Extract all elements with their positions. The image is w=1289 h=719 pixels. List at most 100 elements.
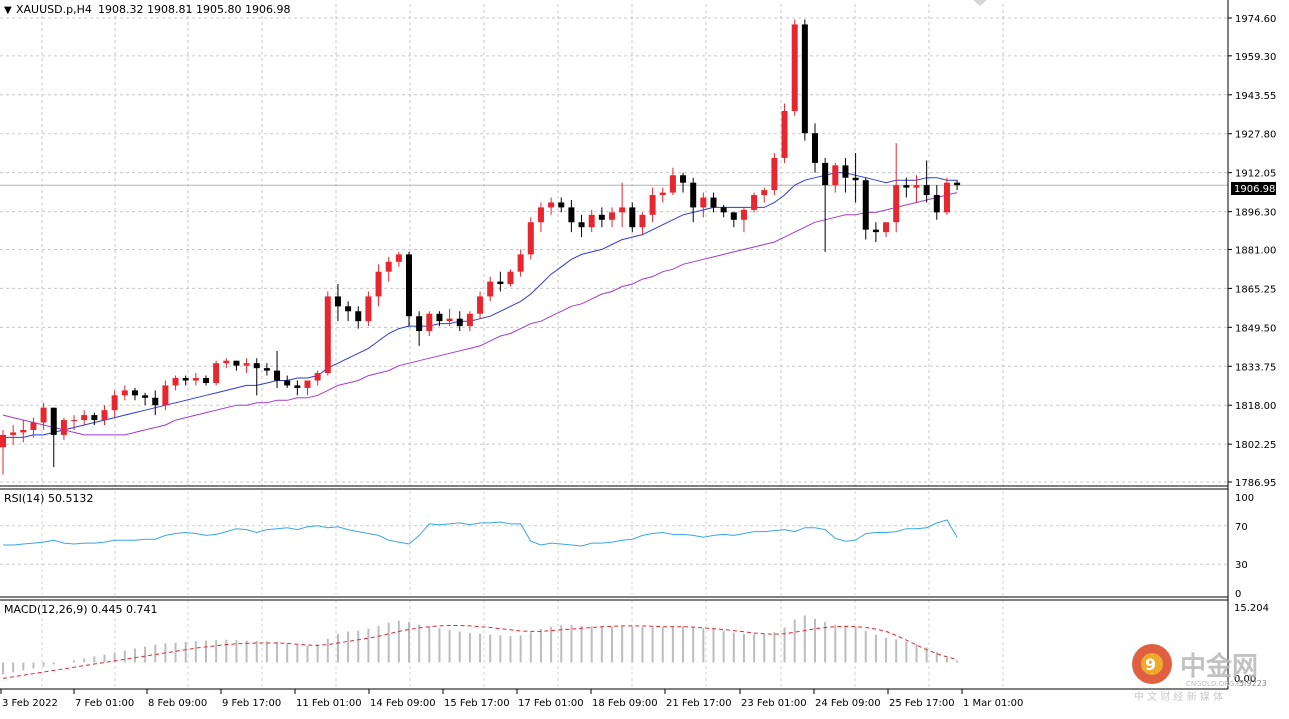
y-tick-label: 1959.30 bbox=[1235, 52, 1276, 63]
candle-body bbox=[933, 195, 940, 213]
candle-body bbox=[537, 207, 544, 223]
candle-body bbox=[700, 197, 707, 208]
x-tick-label: 8 Feb 09:00 bbox=[148, 698, 207, 709]
y-tick-label: 1865.25 bbox=[1235, 284, 1276, 295]
candle-body bbox=[324, 296, 331, 374]
ohlc-readout: 1908.32 1908.81 1905.80 1906.98 bbox=[98, 3, 290, 16]
candle-body bbox=[659, 192, 666, 196]
candle-body bbox=[40, 407, 47, 423]
candle-body bbox=[446, 318, 453, 322]
price-badge: 1906.98 bbox=[1234, 184, 1275, 195]
candle-body bbox=[781, 110, 788, 158]
candle-body bbox=[883, 222, 890, 233]
candle-body bbox=[253, 363, 260, 369]
candle-body bbox=[913, 185, 920, 188]
x-tick-label: 17 Feb 01:00 bbox=[518, 698, 584, 709]
candle-body bbox=[50, 407, 57, 435]
price-badge-bg bbox=[1231, 182, 1276, 195]
candle-body bbox=[943, 182, 950, 213]
candle-body bbox=[578, 222, 585, 228]
candle-body bbox=[812, 133, 818, 163]
candle-body bbox=[751, 195, 758, 210]
rsi-layer bbox=[3, 519, 958, 547]
candle-body bbox=[60, 420, 67, 435]
candle-body bbox=[771, 157, 778, 191]
candle-body bbox=[274, 370, 281, 381]
watermark-tagline: 中 文 财 经 新 媒 体 bbox=[1134, 690, 1223, 703]
macd-low-label: -5.9223 bbox=[1236, 679, 1267, 688]
x-tick-label: 3 Feb 2022 bbox=[2, 698, 58, 709]
candle-body bbox=[365, 296, 372, 322]
candle-body bbox=[416, 316, 423, 332]
candle-body bbox=[558, 202, 565, 208]
candle-body bbox=[304, 380, 311, 388]
y-tick-label: 1833.75 bbox=[1235, 362, 1276, 373]
macd-signal-line bbox=[2, 625, 958, 679]
candle-body bbox=[680, 175, 687, 183]
x-tick-label: 24 Feb 09:00 bbox=[815, 698, 881, 709]
candle-body bbox=[142, 395, 149, 398]
candle-body bbox=[192, 378, 199, 381]
candle-body bbox=[669, 175, 676, 193]
candle-body bbox=[923, 185, 930, 196]
y-tick-label: 1896.30 bbox=[1235, 208, 1276, 219]
macd-zero-label: 0.00 bbox=[1234, 674, 1256, 685]
x-tick-label: 9 Feb 17:00 bbox=[222, 698, 281, 709]
candle-body bbox=[761, 190, 768, 196]
candle-body bbox=[822, 162, 829, 186]
candle-body bbox=[152, 397, 159, 406]
candle-body bbox=[81, 415, 88, 421]
candle-body bbox=[131, 390, 138, 396]
candle-body bbox=[10, 432, 17, 435]
candle-body bbox=[91, 415, 98, 421]
candle-body bbox=[568, 207, 575, 223]
watermark-logo: 9 bbox=[1132, 644, 1172, 684]
candle-body bbox=[263, 368, 270, 371]
axis-layer: 1974.60 1959.30 1943.55 1927.80 1912.05 1896.… bbox=[0, 0, 1276, 709]
candle-body bbox=[375, 271, 382, 297]
watermark-en: CNGOLD.ORG.CN bbox=[1186, 680, 1247, 688]
candle-body bbox=[71, 420, 78, 422]
candle-body bbox=[487, 281, 494, 297]
candle-body bbox=[172, 378, 179, 386]
price-layer bbox=[0, 19, 1228, 475]
candle-body bbox=[619, 207, 626, 213]
candle-body bbox=[801, 24, 808, 134]
rsi-tick-label: 30 bbox=[1235, 560, 1248, 571]
candle-body bbox=[477, 296, 484, 314]
y-tick-label: 1786.95 bbox=[1235, 478, 1276, 489]
candle-body bbox=[609, 212, 615, 220]
rsi-label: RSI(14) 50.5132 bbox=[4, 492, 93, 505]
symbol-header-icon: ▼ bbox=[4, 5, 12, 16]
candle-body bbox=[426, 313, 433, 332]
x-tick-label: 14 Feb 09:00 bbox=[370, 698, 436, 709]
candle-body bbox=[121, 390, 128, 396]
x-tick-label: 7 Feb 01:00 bbox=[75, 698, 134, 709]
x-tick-label: 15 Feb 17:00 bbox=[444, 698, 510, 709]
rsi-tick-label: 70 bbox=[1235, 522, 1248, 533]
y-tick-label: 1818.00 bbox=[1235, 401, 1276, 412]
svg-text:9: 9 bbox=[1145, 655, 1156, 674]
candle-body bbox=[385, 261, 392, 272]
grid-layer bbox=[0, 4, 1228, 688]
rsi-line bbox=[3, 519, 958, 547]
candle-body bbox=[629, 207, 636, 228]
candle-body bbox=[0, 434, 6, 448]
macd-label: MACD(12,26,9) 0.445 0.741 bbox=[4, 603, 158, 616]
candle-body bbox=[527, 222, 534, 255]
candle-body bbox=[223, 360, 230, 364]
candle-body bbox=[314, 373, 321, 381]
candle-body bbox=[548, 202, 555, 208]
candle-body bbox=[203, 378, 209, 383]
candle-body bbox=[954, 182, 961, 186]
x-tick-label: 23 Feb 01:00 bbox=[741, 698, 807, 709]
scroll-marker-icon bbox=[973, 0, 987, 6]
ma-fast-line bbox=[3, 172, 958, 438]
candle-body bbox=[872, 229, 879, 233]
candle-body bbox=[101, 410, 108, 421]
y-tick-label: 1881.00 bbox=[1235, 245, 1276, 256]
candle-body bbox=[517, 254, 524, 272]
candle-body bbox=[182, 378, 189, 381]
candle-body bbox=[852, 177, 859, 181]
